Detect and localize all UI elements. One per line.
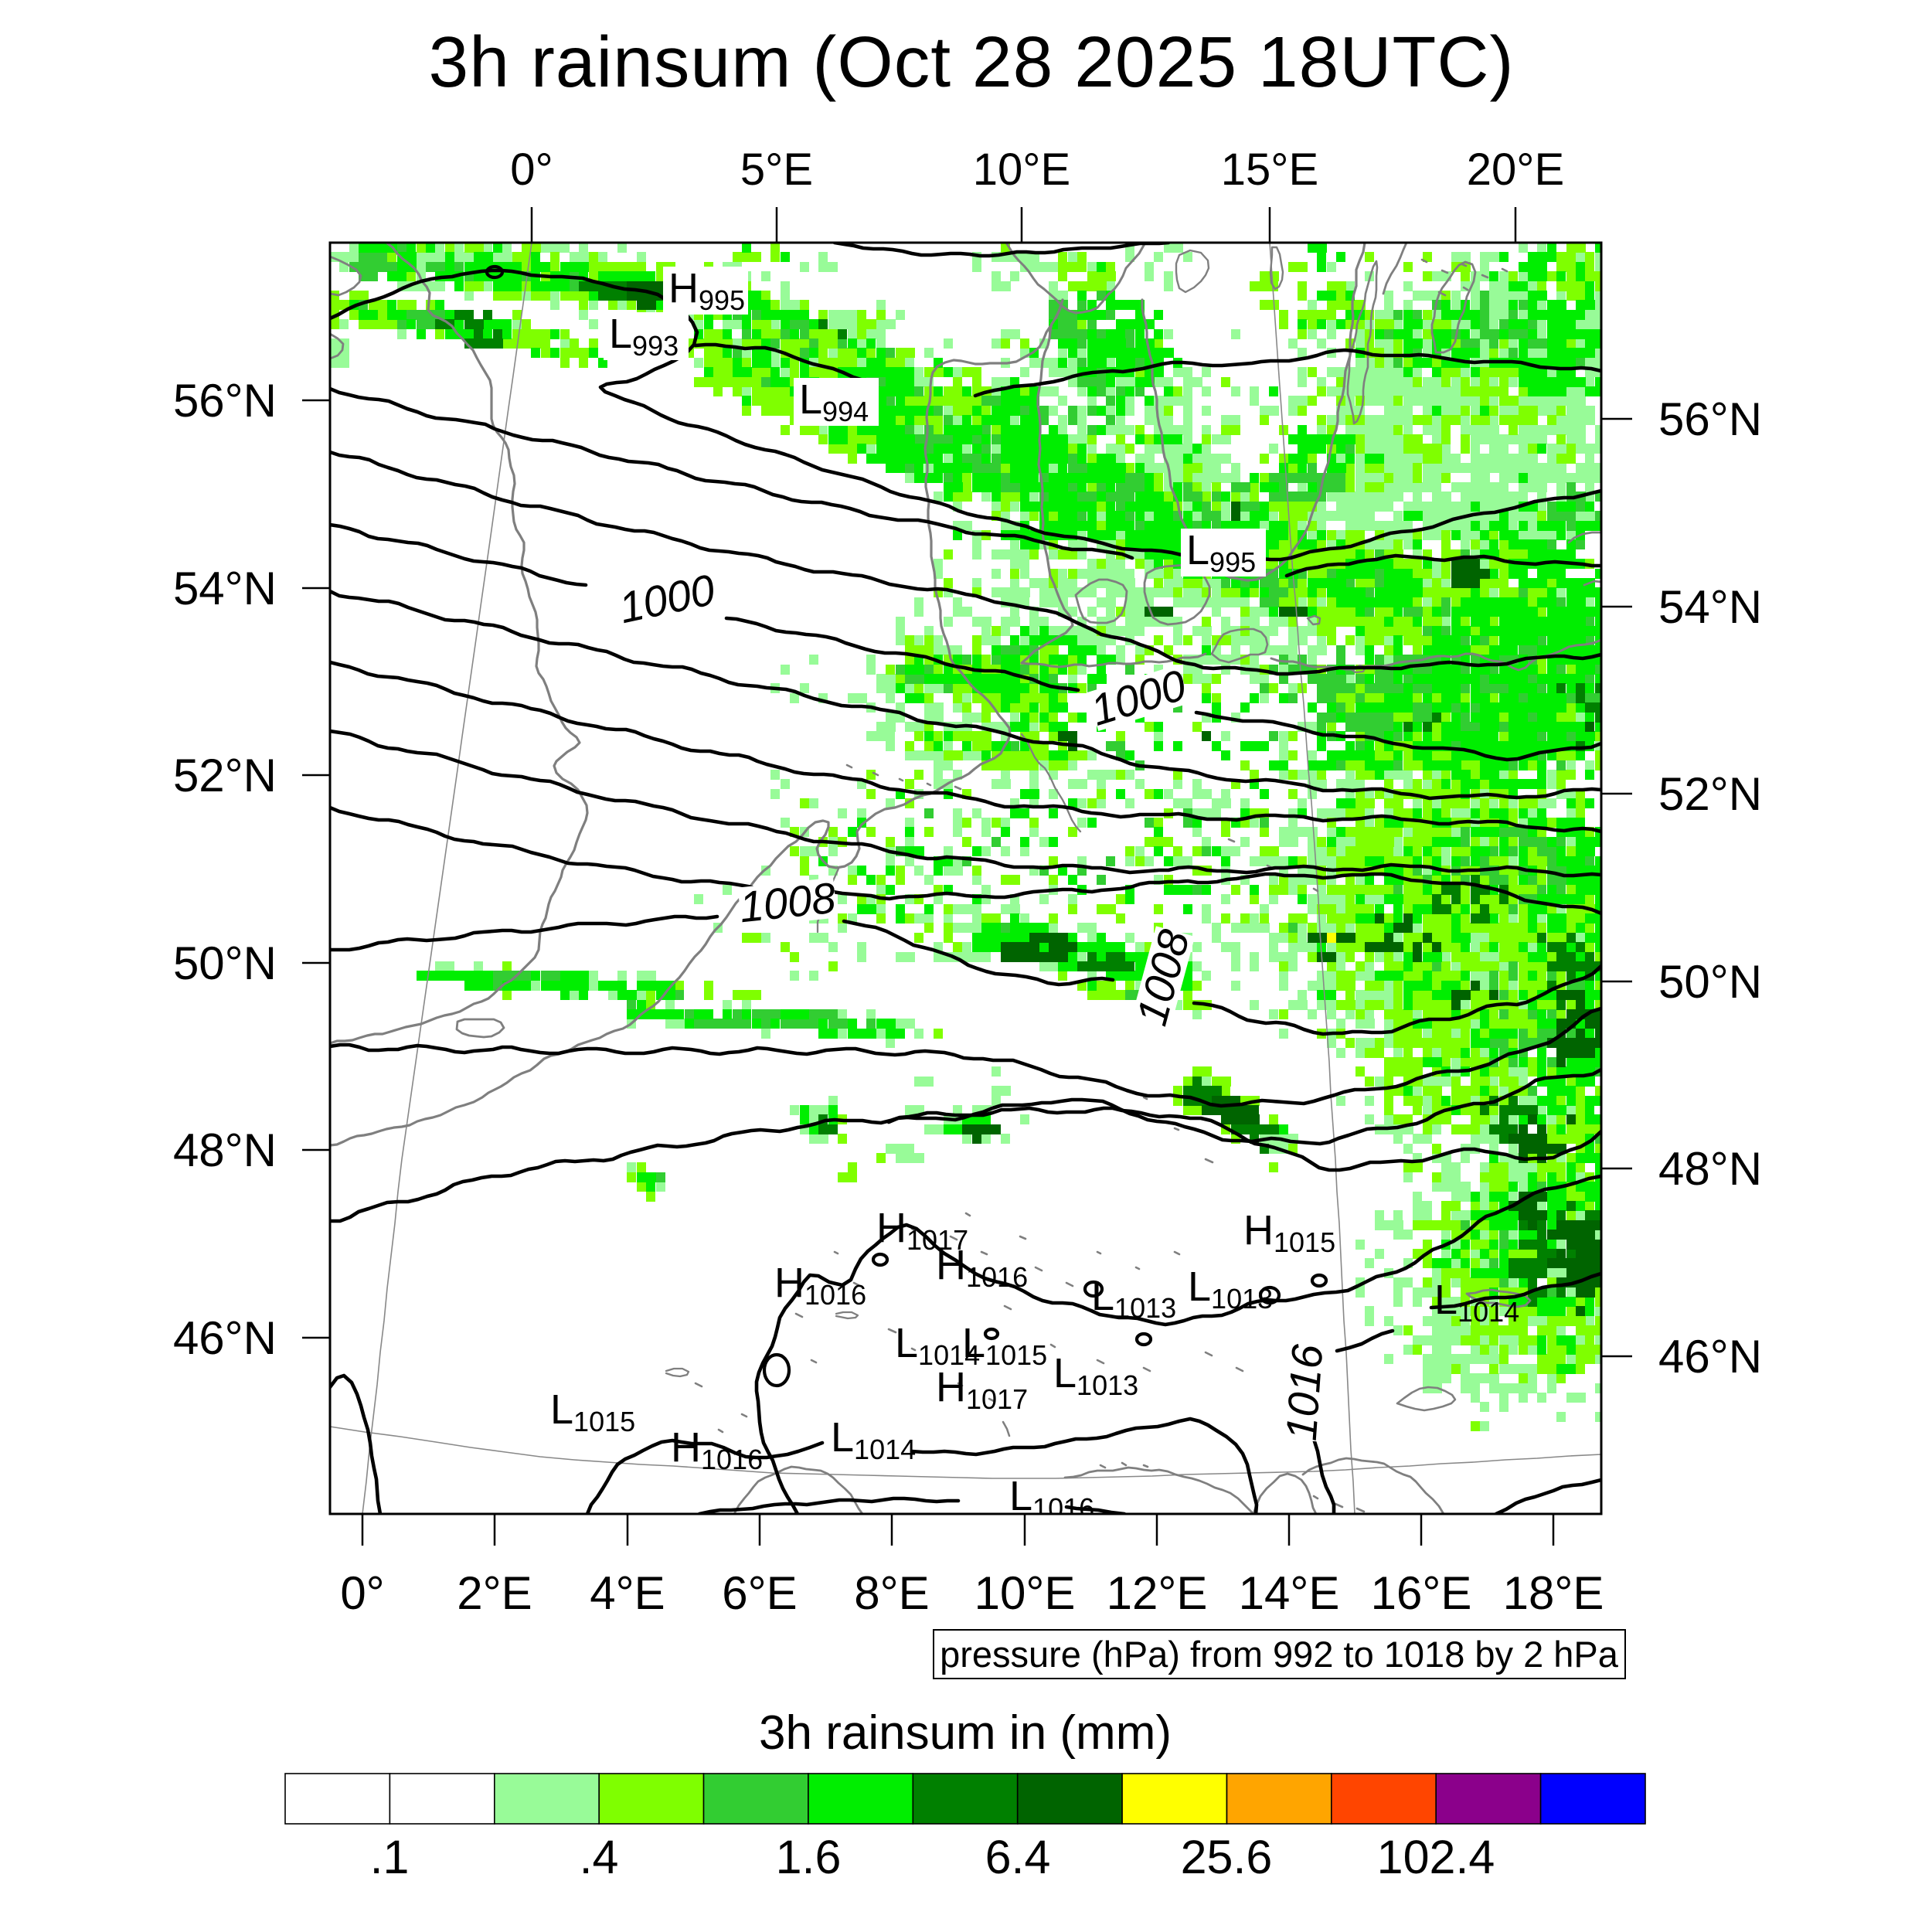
svg-text:48°N: 48°N [173, 1124, 277, 1176]
svg-text:L994: L994 [799, 376, 869, 427]
svg-text:56°N: 56°N [173, 375, 277, 427]
svg-text:pressure (hPa) from 992 to 101: pressure (hPa) from 992 to 1018 by 2 hPa [940, 1634, 1619, 1675]
svg-text:2°E: 2°E [457, 1567, 532, 1619]
svg-text:54°N: 54°N [173, 563, 277, 614]
svg-text:3h rainsum (Oct 28 2025 18UTC): 3h rainsum (Oct 28 2025 18UTC) [429, 22, 1515, 102]
svg-text:50°N: 50°N [173, 937, 277, 989]
svg-text:0°: 0° [510, 145, 553, 195]
svg-text:14°E: 14°E [1239, 1567, 1340, 1619]
svg-text:56°N: 56°N [1658, 393, 1762, 445]
svg-text:6.4: 6.4 [985, 1831, 1051, 1883]
svg-text:L1014: L1014 [831, 1414, 916, 1465]
svg-text:25.6: 25.6 [1181, 1831, 1273, 1883]
svg-text:54°N: 54°N [1658, 581, 1762, 633]
svg-text:6°E: 6°E [722, 1567, 797, 1619]
svg-text:1008: 1008 [737, 873, 838, 932]
svg-text:48°N: 48°N [1658, 1143, 1762, 1195]
svg-text:5°E: 5°E [740, 145, 813, 195]
svg-text:0°: 0° [340, 1567, 384, 1619]
svg-text:46°N: 46°N [173, 1312, 277, 1364]
svg-text:16°E: 16°E [1371, 1567, 1472, 1619]
svg-text:50°N: 50°N [1658, 956, 1762, 1008]
svg-text:102.4: 102.4 [1377, 1831, 1495, 1883]
svg-text:18°E: 18°E [1503, 1567, 1604, 1619]
svg-text:12°E: 12°E [1107, 1567, 1208, 1619]
svg-text:L993: L993 [609, 311, 679, 362]
svg-text:52°N: 52°N [1658, 768, 1762, 820]
svg-text:15°E: 15°E [1221, 145, 1318, 195]
svg-text:.4: .4 [580, 1831, 619, 1883]
svg-text:10°E: 10°E [973, 145, 1070, 195]
svg-text:20°E: 20°E [1467, 145, 1564, 195]
svg-text:8°E: 8°E [854, 1567, 929, 1619]
svg-text:3h rainsum in (mm): 3h rainsum in (mm) [759, 1706, 1172, 1760]
svg-text:10°E: 10°E [975, 1567, 1076, 1619]
svg-text:.1: .1 [370, 1831, 410, 1883]
svg-text:4°E: 4°E [590, 1567, 665, 1619]
svg-text:52°N: 52°N [173, 750, 277, 801]
svg-text:46°N: 46°N [1658, 1331, 1762, 1383]
svg-text:1016: 1016 [1277, 1342, 1332, 1443]
svg-text:1.6: 1.6 [776, 1831, 842, 1883]
